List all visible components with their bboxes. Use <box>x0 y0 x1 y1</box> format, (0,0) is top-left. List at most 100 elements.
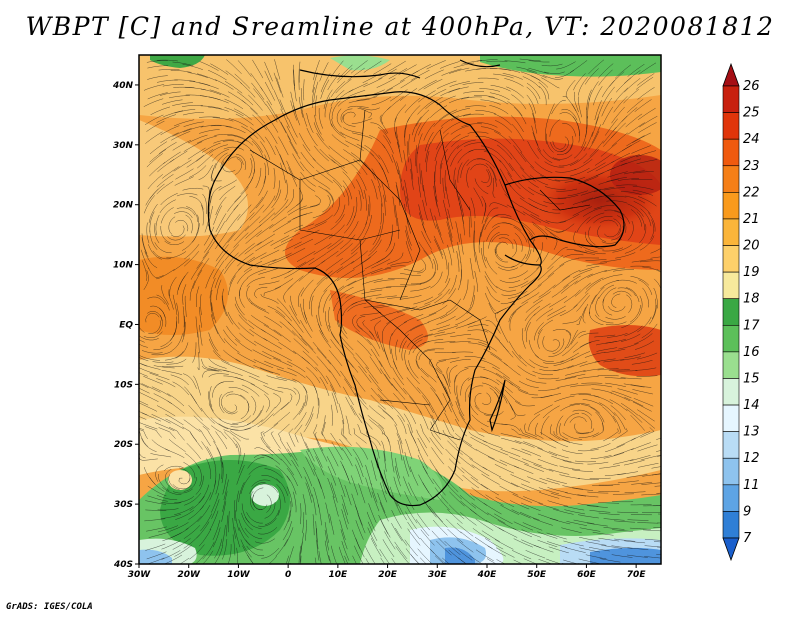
streamline <box>501 392 514 411</box>
streamline <box>564 413 580 426</box>
streamline <box>587 270 608 278</box>
streamline <box>445 298 461 314</box>
streamline <box>627 220 634 241</box>
streamline <box>650 247 661 254</box>
streamline <box>429 437 443 455</box>
streamline <box>572 269 593 279</box>
streamline <box>244 419 263 430</box>
streamline <box>415 350 422 369</box>
streamline <box>148 267 164 278</box>
streamline <box>499 154 514 172</box>
streamline <box>508 305 522 323</box>
streamline <box>410 285 431 292</box>
colorbar-label: 26 <box>743 79 760 94</box>
streamline <box>438 109 457 121</box>
streamline <box>357 325 373 340</box>
streamline <box>455 547 473 561</box>
streamline <box>508 162 523 180</box>
streamline <box>289 140 301 160</box>
streamline <box>318 305 322 327</box>
streamline <box>403 413 413 433</box>
streamline <box>260 483 279 493</box>
streamline <box>330 482 338 503</box>
streamline <box>611 293 621 308</box>
streamline <box>215 196 227 216</box>
streamline <box>559 423 569 440</box>
streamline <box>511 447 532 456</box>
streamline <box>240 176 254 195</box>
streamline <box>604 187 625 191</box>
streamline <box>537 531 558 539</box>
streamline <box>456 385 461 407</box>
streamline <box>572 206 592 216</box>
streamline <box>581 195 602 203</box>
streamline <box>399 70 419 82</box>
streamline <box>363 60 382 73</box>
streamline <box>342 114 356 127</box>
streamline <box>358 190 362 211</box>
streamline <box>539 491 560 499</box>
streamline <box>389 307 410 315</box>
streamline <box>598 502 620 504</box>
streamline <box>277 386 297 395</box>
streamline <box>168 439 186 453</box>
streamline <box>495 261 515 268</box>
streamline <box>604 267 626 272</box>
streamline <box>211 499 220 519</box>
streamline <box>582 399 603 407</box>
streamline <box>192 269 203 289</box>
streamline <box>258 208 275 224</box>
streamline <box>285 555 290 564</box>
streamline <box>489 387 501 405</box>
streamline <box>187 134 208 144</box>
streamline <box>585 554 607 560</box>
streamline <box>174 544 193 557</box>
streamline <box>547 310 566 321</box>
streamline <box>598 69 613 86</box>
streamline <box>623 459 645 466</box>
streamline <box>551 99 566 115</box>
streamline <box>234 526 241 548</box>
streamline <box>599 465 620 469</box>
streamline <box>371 258 391 269</box>
streamline <box>206 446 216 466</box>
streamline <box>562 123 576 137</box>
streamline <box>264 70 274 90</box>
streamline <box>141 350 163 354</box>
streamline <box>450 333 472 338</box>
streamline <box>345 396 356 416</box>
streamline <box>298 395 307 415</box>
streamline <box>499 68 521 73</box>
streamline <box>232 415 252 424</box>
streamline <box>403 314 424 323</box>
streamline <box>522 522 543 531</box>
streamline <box>468 342 489 349</box>
streamline <box>567 361 588 369</box>
streamline <box>507 172 521 190</box>
streamline <box>448 458 465 474</box>
streamline <box>468 149 489 153</box>
streamline <box>562 432 583 440</box>
streamline <box>380 518 391 538</box>
streamline <box>556 143 573 156</box>
streamline <box>390 451 395 473</box>
streamline <box>209 89 230 98</box>
streamline <box>591 388 613 394</box>
streamline <box>453 62 475 69</box>
streamline <box>382 321 391 340</box>
streamline <box>449 341 471 343</box>
streamline <box>424 69 444 79</box>
streamline <box>356 179 364 200</box>
streamline <box>348 98 370 104</box>
streamline <box>252 501 268 510</box>
streamline <box>538 503 559 510</box>
streamline <box>413 296 434 305</box>
streamline <box>494 391 500 411</box>
streamline <box>258 280 280 286</box>
streamline <box>525 378 547 384</box>
streamline <box>510 474 530 483</box>
streamline <box>466 294 475 315</box>
streamline <box>545 220 567 224</box>
streamline <box>494 464 514 474</box>
streamline <box>433 185 438 207</box>
